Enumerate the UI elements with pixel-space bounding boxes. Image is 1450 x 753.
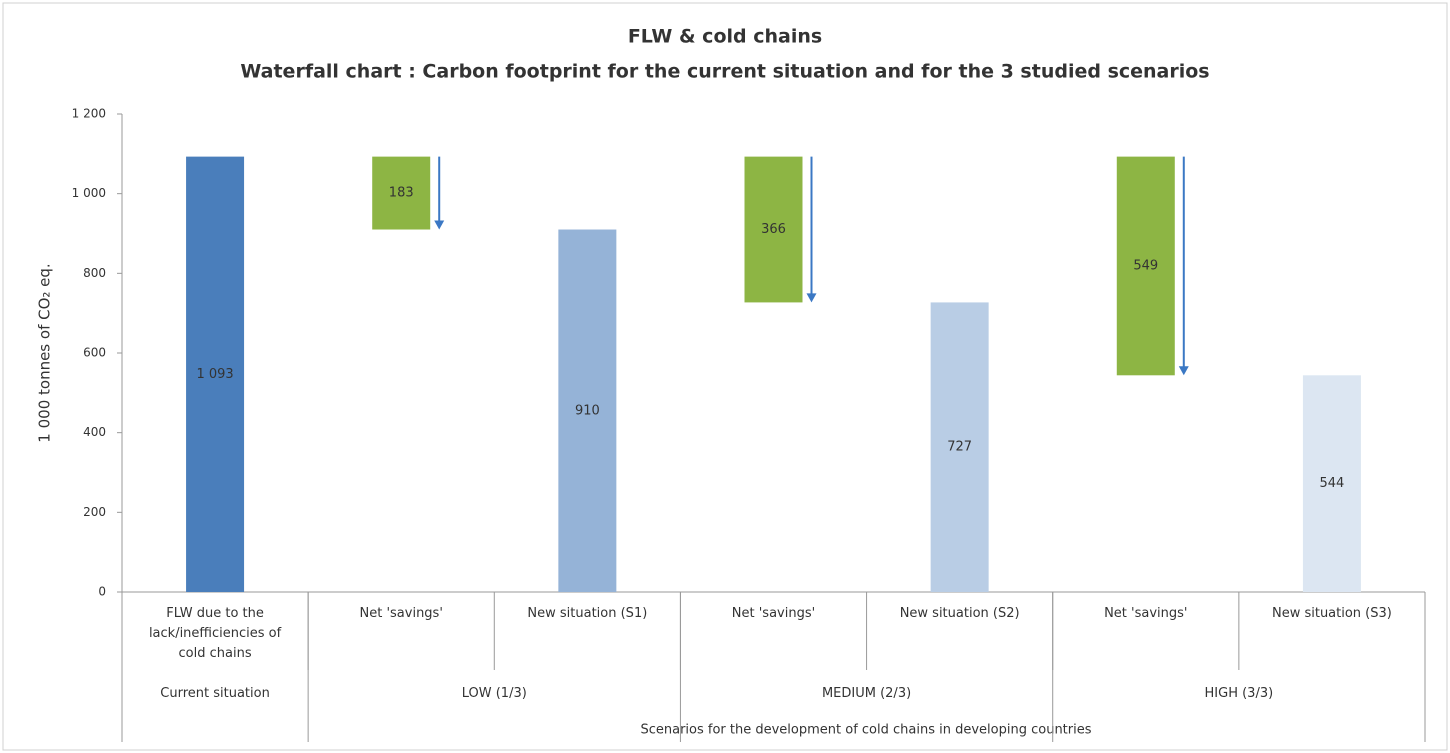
x-tick-label: New situation (S1) <box>527 606 648 621</box>
x-tick-label: New situation (S2) <box>899 606 1020 621</box>
data-label: 910 <box>575 403 600 418</box>
x-axis-label: Scenarios for the development of cold ch… <box>640 723 1091 738</box>
group-label: LOW (1/3) <box>461 686 527 701</box>
group-label: MEDIUM (2/3) <box>821 686 912 701</box>
arrow-head <box>434 220 445 230</box>
bar <box>186 156 245 592</box>
y-tick-label: 600 <box>83 346 106 360</box>
y-tick-label: 1 000 <box>72 186 106 200</box>
data-label: 366 <box>761 222 786 237</box>
bar <box>372 156 431 230</box>
y-tick-label: 1 200 <box>72 107 106 121</box>
x-tick-label: Net 'savings' <box>1104 606 1188 621</box>
bar <box>1116 156 1175 376</box>
y-tick-label: 200 <box>83 505 106 519</box>
bar <box>558 229 617 592</box>
chart-subtitle: Waterfall chart : Carbon footprint for t… <box>240 61 1209 83</box>
chart-title: FLW & cold chains <box>628 26 822 48</box>
x-tick-label: FLW due to the lack/inefficiencies of co… <box>148 606 282 661</box>
arrow-head <box>806 293 817 303</box>
bar <box>1302 375 1361 592</box>
group-label: HIGH (3/3) <box>1204 686 1274 701</box>
x-tick-label: Net 'savings' <box>359 606 443 621</box>
bar <box>744 156 803 303</box>
data-label: 183 <box>389 186 414 201</box>
y-tick-label: 800 <box>83 266 106 280</box>
y-axis-label: 1 000 tonnes of CO₂ eq. <box>36 263 54 442</box>
data-label: 1 093 <box>196 367 233 382</box>
bar <box>930 302 989 592</box>
group-label: Current situation <box>160 686 270 701</box>
data-label: 549 <box>1133 258 1158 273</box>
x-tick-label: Net 'savings' <box>731 606 816 621</box>
y-tick-label: 0 <box>98 585 106 599</box>
arrow-head <box>1178 366 1189 376</box>
data-label: 544 <box>1320 476 1345 491</box>
x-tick-label: New situation (S3) <box>1271 606 1392 621</box>
data-label: 727 <box>947 440 972 455</box>
y-tick-label: 400 <box>83 425 106 439</box>
